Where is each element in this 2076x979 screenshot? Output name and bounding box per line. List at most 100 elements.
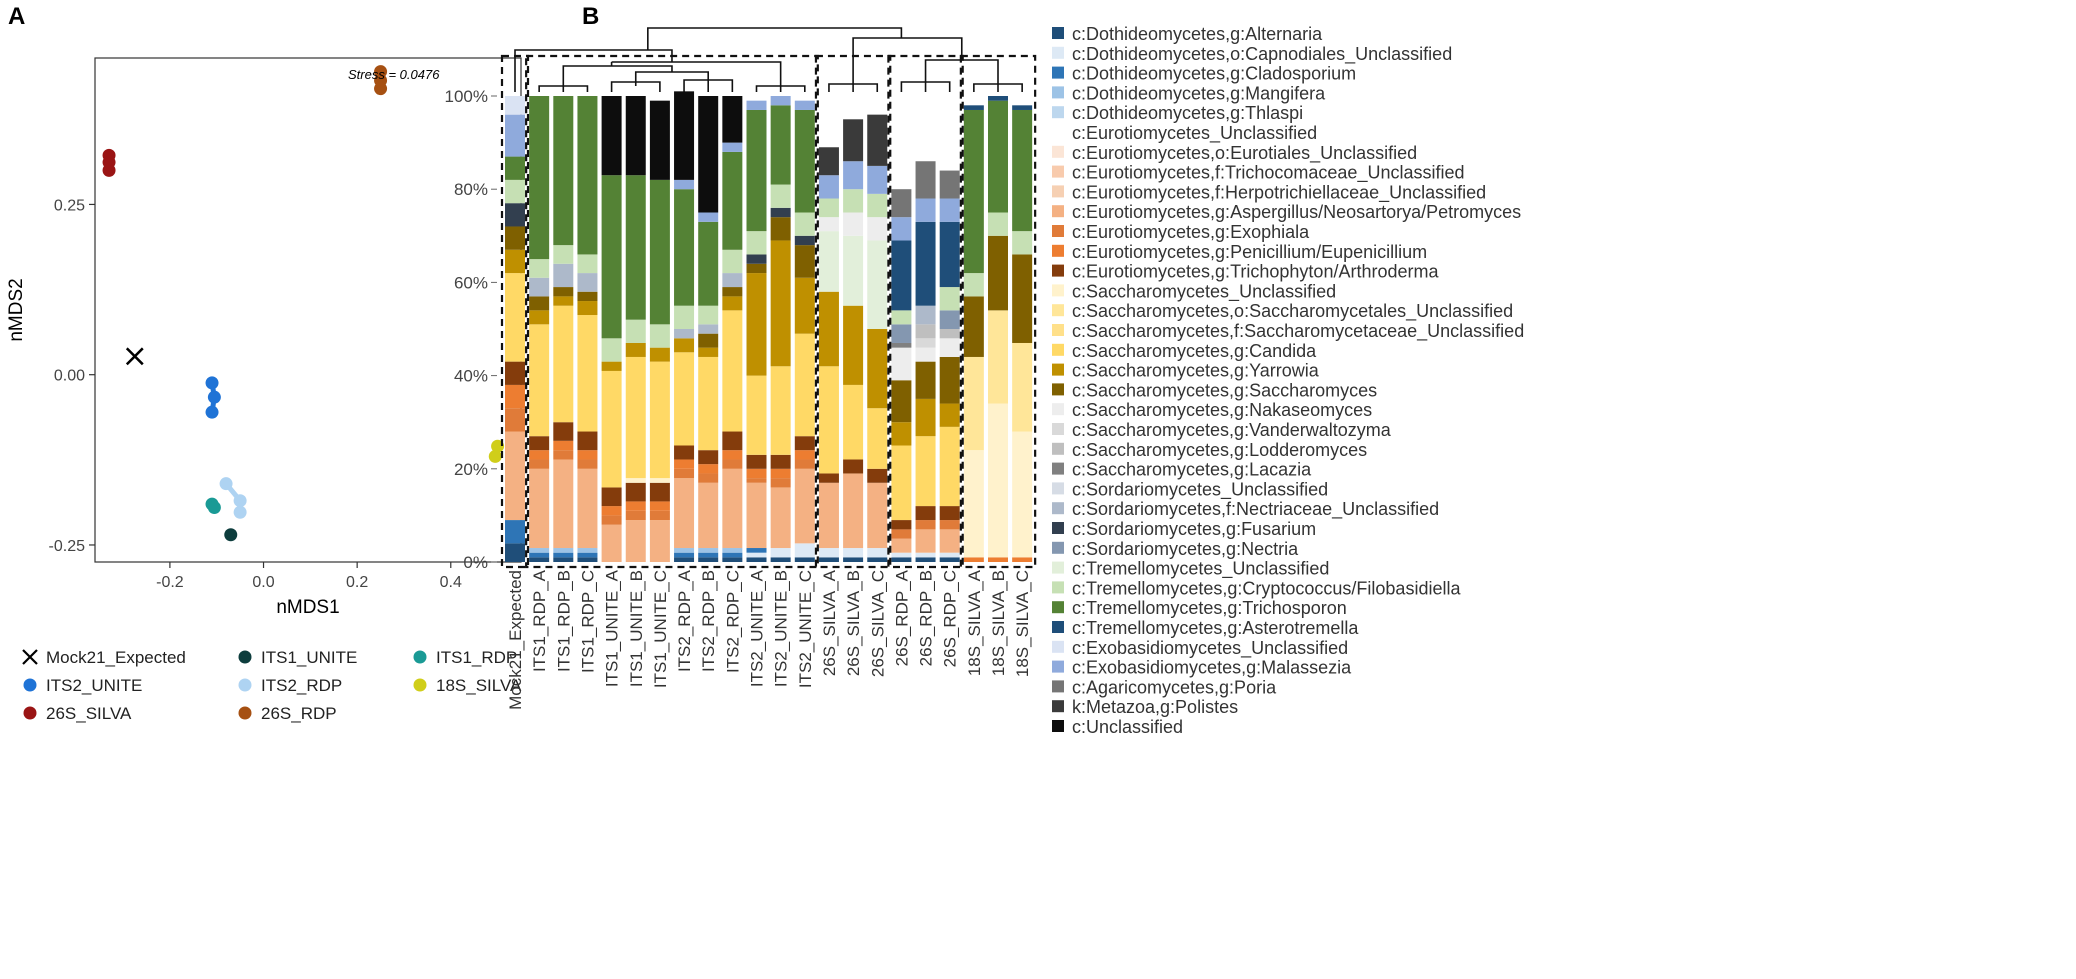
bar-segment (505, 96, 525, 115)
taxa-label: c:Saccharomycetes,g:Nakaseomyces (1072, 400, 1372, 420)
bar-segment (746, 254, 767, 264)
bar-segment (891, 324, 912, 343)
bar-segment (770, 105, 791, 185)
scatter-point (102, 163, 116, 177)
bar-segment (577, 548, 598, 553)
bar-y-tick-label: 60% (454, 273, 488, 292)
bar-segment (722, 557, 743, 562)
bar-segment (625, 319, 646, 343)
scatter-point (224, 528, 238, 542)
bar-segment (988, 96, 1008, 101)
bar-segment (939, 552, 960, 558)
taxa-swatch (1052, 363, 1064, 376)
bar-segment (625, 342, 646, 357)
bar-segment (867, 482, 888, 549)
bar-segment (915, 557, 936, 562)
bar-segment (649, 482, 670, 502)
bar-segment (891, 380, 912, 423)
bar-segment (698, 221, 719, 306)
bar-segment (770, 454, 791, 469)
bar-segment (939, 198, 960, 222)
bar-segment (674, 189, 695, 306)
bar-segment (505, 249, 525, 274)
cluster-box (500, 54, 530, 569)
taxa-label: c:Tremellomycetes,g:Trichosporon (1072, 598, 1347, 618)
category-label: ITS2_UNITE_B (772, 570, 791, 687)
bar-segment (746, 100, 767, 110)
bar-segment (577, 273, 598, 292)
category-label: 26S_RDP_B (917, 570, 936, 666)
bar-segment (1012, 342, 1033, 432)
bar-segment (746, 552, 767, 558)
bar-segment (529, 459, 550, 469)
taxa-label: c:Dothideomycetes,g:Cladosporium (1072, 64, 1356, 84)
bar-segment (915, 436, 936, 507)
taxa-swatch (1052, 423, 1064, 435)
bar-segment (867, 548, 888, 558)
bar-segment (722, 151, 743, 250)
bar-segment (649, 179, 670, 325)
bar-segment (529, 96, 550, 260)
bar-segment (818, 557, 839, 562)
bar-segment (722, 450, 743, 460)
bar-segment (577, 459, 598, 469)
taxa-swatch (1052, 442, 1064, 455)
bar-segment (891, 557, 912, 562)
bar-segment (770, 548, 791, 558)
taxa-swatch (1052, 720, 1064, 732)
scatter-point (205, 405, 219, 419)
bar-segment (915, 506, 936, 521)
bar-segment (939, 310, 960, 329)
bar-segment (988, 235, 1008, 311)
bar-segment (674, 445, 695, 460)
legend-marker (238, 650, 252, 664)
bar-segment (746, 263, 767, 274)
bar-segment (553, 548, 574, 553)
category-label: ITS2_RDP_C (723, 570, 742, 673)
bar-segment (553, 245, 574, 264)
bar-segment (674, 459, 695, 469)
bar-segment (722, 96, 743, 143)
bar-segment (867, 468, 888, 483)
bar-segment (698, 450, 719, 465)
bar-segment (722, 296, 743, 311)
taxa-swatch (1052, 126, 1064, 138)
bar-segment (770, 96, 791, 106)
taxa-label: c:Sordariomycetes,g:Nectria (1072, 539, 1299, 559)
bar-segment (649, 100, 670, 180)
bar-segment (988, 403, 1008, 558)
bar-segment (843, 473, 864, 549)
bar-segment (649, 478, 670, 483)
bar-segment (577, 315, 598, 432)
taxa-swatch (1052, 165, 1064, 178)
bar-segment (843, 305, 864, 385)
dendrogram-branch (611, 61, 782, 76)
bar-segment (649, 324, 670, 348)
category-label: ITS1_RDP_A (530, 569, 549, 672)
bar-segment (577, 552, 598, 558)
bar-segment (939, 170, 960, 199)
taxa-swatch (1052, 244, 1064, 257)
category-label: 18S_SILVA_C (1013, 570, 1032, 677)
bar-segment (674, 305, 695, 329)
bar-segment (746, 231, 767, 255)
legend-marker (413, 650, 427, 664)
bar-segment (553, 305, 574, 423)
bar-segment (843, 557, 864, 562)
taxa-label: c:Eurotiomycetes,g:Penicillium/Eupenicil… (1072, 242, 1427, 262)
bar-segment (1012, 254, 1033, 343)
bar-segment (505, 156, 525, 180)
taxa-label: c:Dothideomycetes,g:Thlaspi (1072, 103, 1303, 123)
taxa-label: c:Tremellomycetes,g:Asterotremella (1072, 618, 1359, 638)
bar-segment (891, 529, 912, 539)
bar-segment (939, 338, 960, 357)
bar-segment (698, 548, 719, 553)
bar-segment (577, 450, 598, 460)
bar-segment (649, 361, 670, 479)
bar-segment (601, 175, 622, 339)
bar-segment (915, 305, 936, 325)
bar-segment (553, 552, 574, 558)
bar-segment (505, 520, 525, 544)
bar-segment (794, 100, 815, 110)
